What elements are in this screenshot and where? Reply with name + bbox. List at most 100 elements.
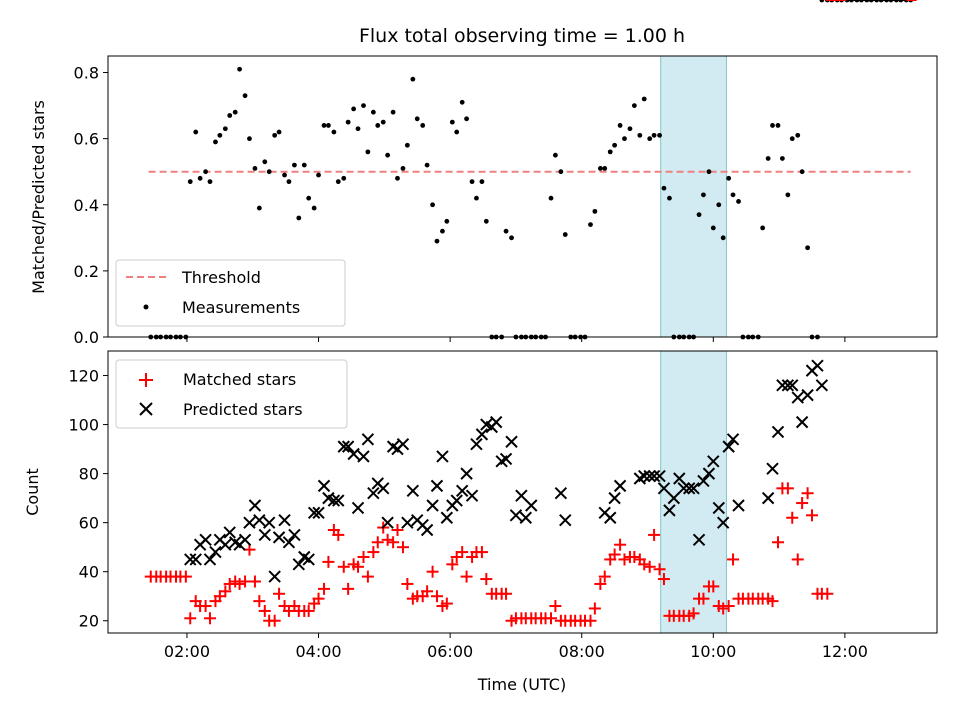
predicted-star-point <box>465 489 479 502</box>
predicted-star-point <box>766 462 779 475</box>
predicted-star-point <box>525 499 538 512</box>
matched-star-point <box>446 558 459 571</box>
predicted-star-point <box>268 570 281 583</box>
matched-star-point <box>253 595 266 608</box>
matched-star-point <box>805 509 818 522</box>
predicted-star-point <box>608 491 621 505</box>
measurement-point <box>651 132 657 138</box>
matched-star-point <box>821 587 834 600</box>
measurement-point <box>420 123 426 128</box>
matched-star-point <box>771 536 784 549</box>
measurement-point <box>331 129 337 135</box>
measurement-point <box>770 123 775 128</box>
predicted-star-point <box>401 516 414 529</box>
measurement-point <box>390 109 396 115</box>
predicted-star-point <box>184 553 197 566</box>
matched-star-point <box>796 497 809 510</box>
measurement-point <box>641 96 647 102</box>
matched-star-point <box>440 597 453 610</box>
top-panel: 0.00.20.40.60.8 Matched/Predicted stars … <box>29 0 938 347</box>
x-axis-label: Time (UTC) <box>477 675 566 694</box>
predicted-star-point <box>771 425 785 439</box>
predicted-star-point <box>515 489 528 502</box>
predicted-star-point <box>791 391 804 404</box>
measurement-point <box>444 218 450 224</box>
predicted-star-point <box>337 440 350 453</box>
measurement-point <box>217 132 223 138</box>
top-y-axis-label: Matched/Predicted stars <box>29 100 48 294</box>
measurement-point <box>622 136 627 142</box>
predicted-star-point <box>436 450 449 463</box>
measurement-point <box>335 179 341 185</box>
measurement-point <box>627 126 633 132</box>
y-tick-label: 80 <box>79 465 99 484</box>
y-tick-label: 120 <box>68 367 99 386</box>
matched-star-point <box>801 487 814 500</box>
predicted-star-point <box>357 450 370 463</box>
x-tick-label: 08:00 <box>559 642 605 661</box>
predicted-star-point <box>667 491 681 505</box>
measurement-point <box>799 169 805 175</box>
predicted-star-point <box>460 467 473 480</box>
matched-star-point <box>766 595 779 608</box>
measurement-point <box>380 119 386 125</box>
measurement-point <box>321 123 327 128</box>
predicted-star-point <box>475 428 489 441</box>
top-legend-box <box>115 259 346 327</box>
measurement-point <box>292 162 297 168</box>
predicted-star-point <box>692 533 706 547</box>
matched-star-point <box>357 550 370 563</box>
predicted-star-point <box>815 379 829 392</box>
measurement-point <box>193 129 199 135</box>
measurement-point <box>552 152 558 158</box>
y-tick-label: 60 <box>79 514 99 533</box>
measurement-point <box>237 66 242 72</box>
predicted-star-point <box>499 452 513 466</box>
matched-star-point <box>584 614 597 627</box>
matched-star-point <box>203 612 216 625</box>
y-tick-label: 0.8 <box>74 64 99 83</box>
measurement-point <box>710 225 716 231</box>
matched-star-point <box>179 570 192 583</box>
predicted-star-point <box>262 516 276 529</box>
matched-star-point <box>653 563 666 576</box>
matched-star-point <box>643 560 656 573</box>
measurement-point <box>207 179 213 185</box>
matched-star-point <box>381 533 394 546</box>
measurement-point <box>213 139 218 145</box>
matched-star-point <box>638 558 651 571</box>
predicted-star-point <box>189 553 202 566</box>
matched-star-point <box>697 592 710 605</box>
matched-star-point <box>273 587 286 600</box>
measurement-point <box>282 172 287 178</box>
matched-star-point <box>302 604 315 617</box>
matched-star-point <box>268 614 281 627</box>
y-tick-label: 0.6 <box>74 130 99 149</box>
predicted-star-point <box>811 359 824 372</box>
predicted-star-point <box>347 447 360 461</box>
predicted-star-point <box>341 440 355 453</box>
predicted-star-point <box>426 499 439 512</box>
predicted-star-point <box>677 482 690 495</box>
matched-star-point <box>361 570 374 583</box>
predicted-star-point <box>505 435 518 448</box>
matched-star-point <box>727 553 740 566</box>
predicted-star-point <box>712 501 725 515</box>
predicted-star-point <box>238 533 252 547</box>
measurement-point <box>661 185 667 191</box>
predicted-star-point <box>292 558 306 571</box>
measurement-point <box>449 119 455 125</box>
matched-star-point <box>401 577 414 590</box>
matched-star-point <box>318 582 331 595</box>
measurement-point <box>736 199 741 204</box>
measurement-point <box>805 245 811 251</box>
measurement-point <box>592 208 598 214</box>
top-plot-frame <box>107 55 938 338</box>
predicted-star-point <box>367 487 380 500</box>
predicted-star-point <box>657 482 671 495</box>
predicted-star-point <box>489 415 503 429</box>
matched-star-point <box>618 553 631 566</box>
predicted-star-point <box>716 516 730 529</box>
predicted-star-point <box>209 545 222 559</box>
measurement-point <box>266 169 272 175</box>
